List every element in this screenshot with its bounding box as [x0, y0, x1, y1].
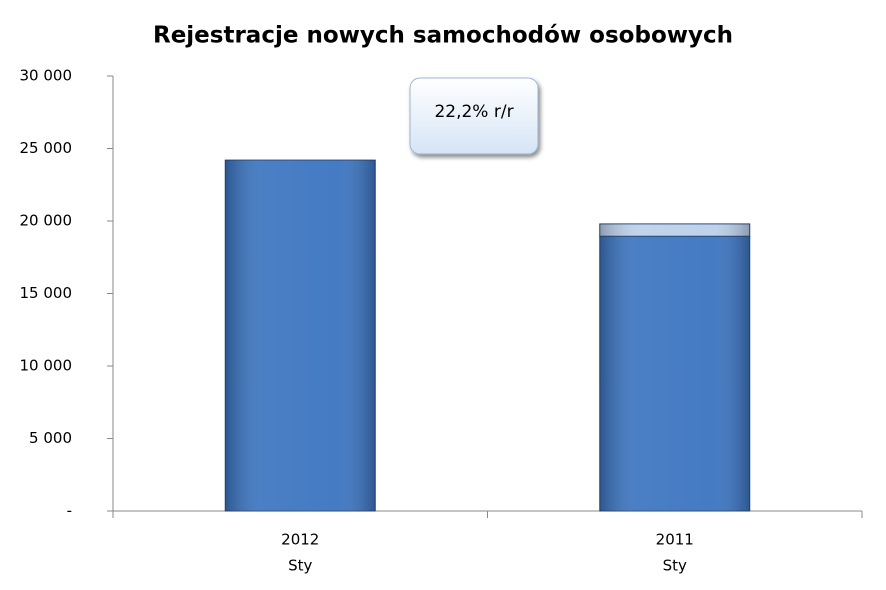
- y-tick-label: 15 000: [20, 284, 73, 302]
- x-tick-label: 2012: [281, 531, 319, 549]
- y-tick-label: 25 000: [20, 139, 73, 157]
- bar-group: [599, 235, 751, 512]
- y-tick-label: 30 000: [20, 67, 73, 85]
- bar-shade: [599, 223, 750, 237]
- bar-shade: [225, 160, 376, 511]
- bar-shade: [599, 236, 750, 511]
- y-tick-label: 5 000: [29, 429, 72, 447]
- y-tick-label: 10 000: [20, 357, 73, 375]
- annotation-text: 22,2% r/r: [434, 102, 513, 122]
- x-tick-sublabel: Sty: [663, 557, 687, 575]
- y-tick-label: 20 000: [20, 212, 73, 230]
- x-tick-label: 2011: [656, 531, 694, 549]
- bar-group: [224, 159, 376, 512]
- x-tick-sublabel: Sty: [288, 557, 312, 575]
- chart-title: Rejestracje nowych samochodów osobowych: [153, 23, 733, 49]
- y-tick-label: -: [67, 502, 72, 520]
- annotation-box: [409, 77, 539, 155]
- annotation: 22,2% r/r: [409, 77, 539, 155]
- bar-group: [599, 223, 751, 237]
